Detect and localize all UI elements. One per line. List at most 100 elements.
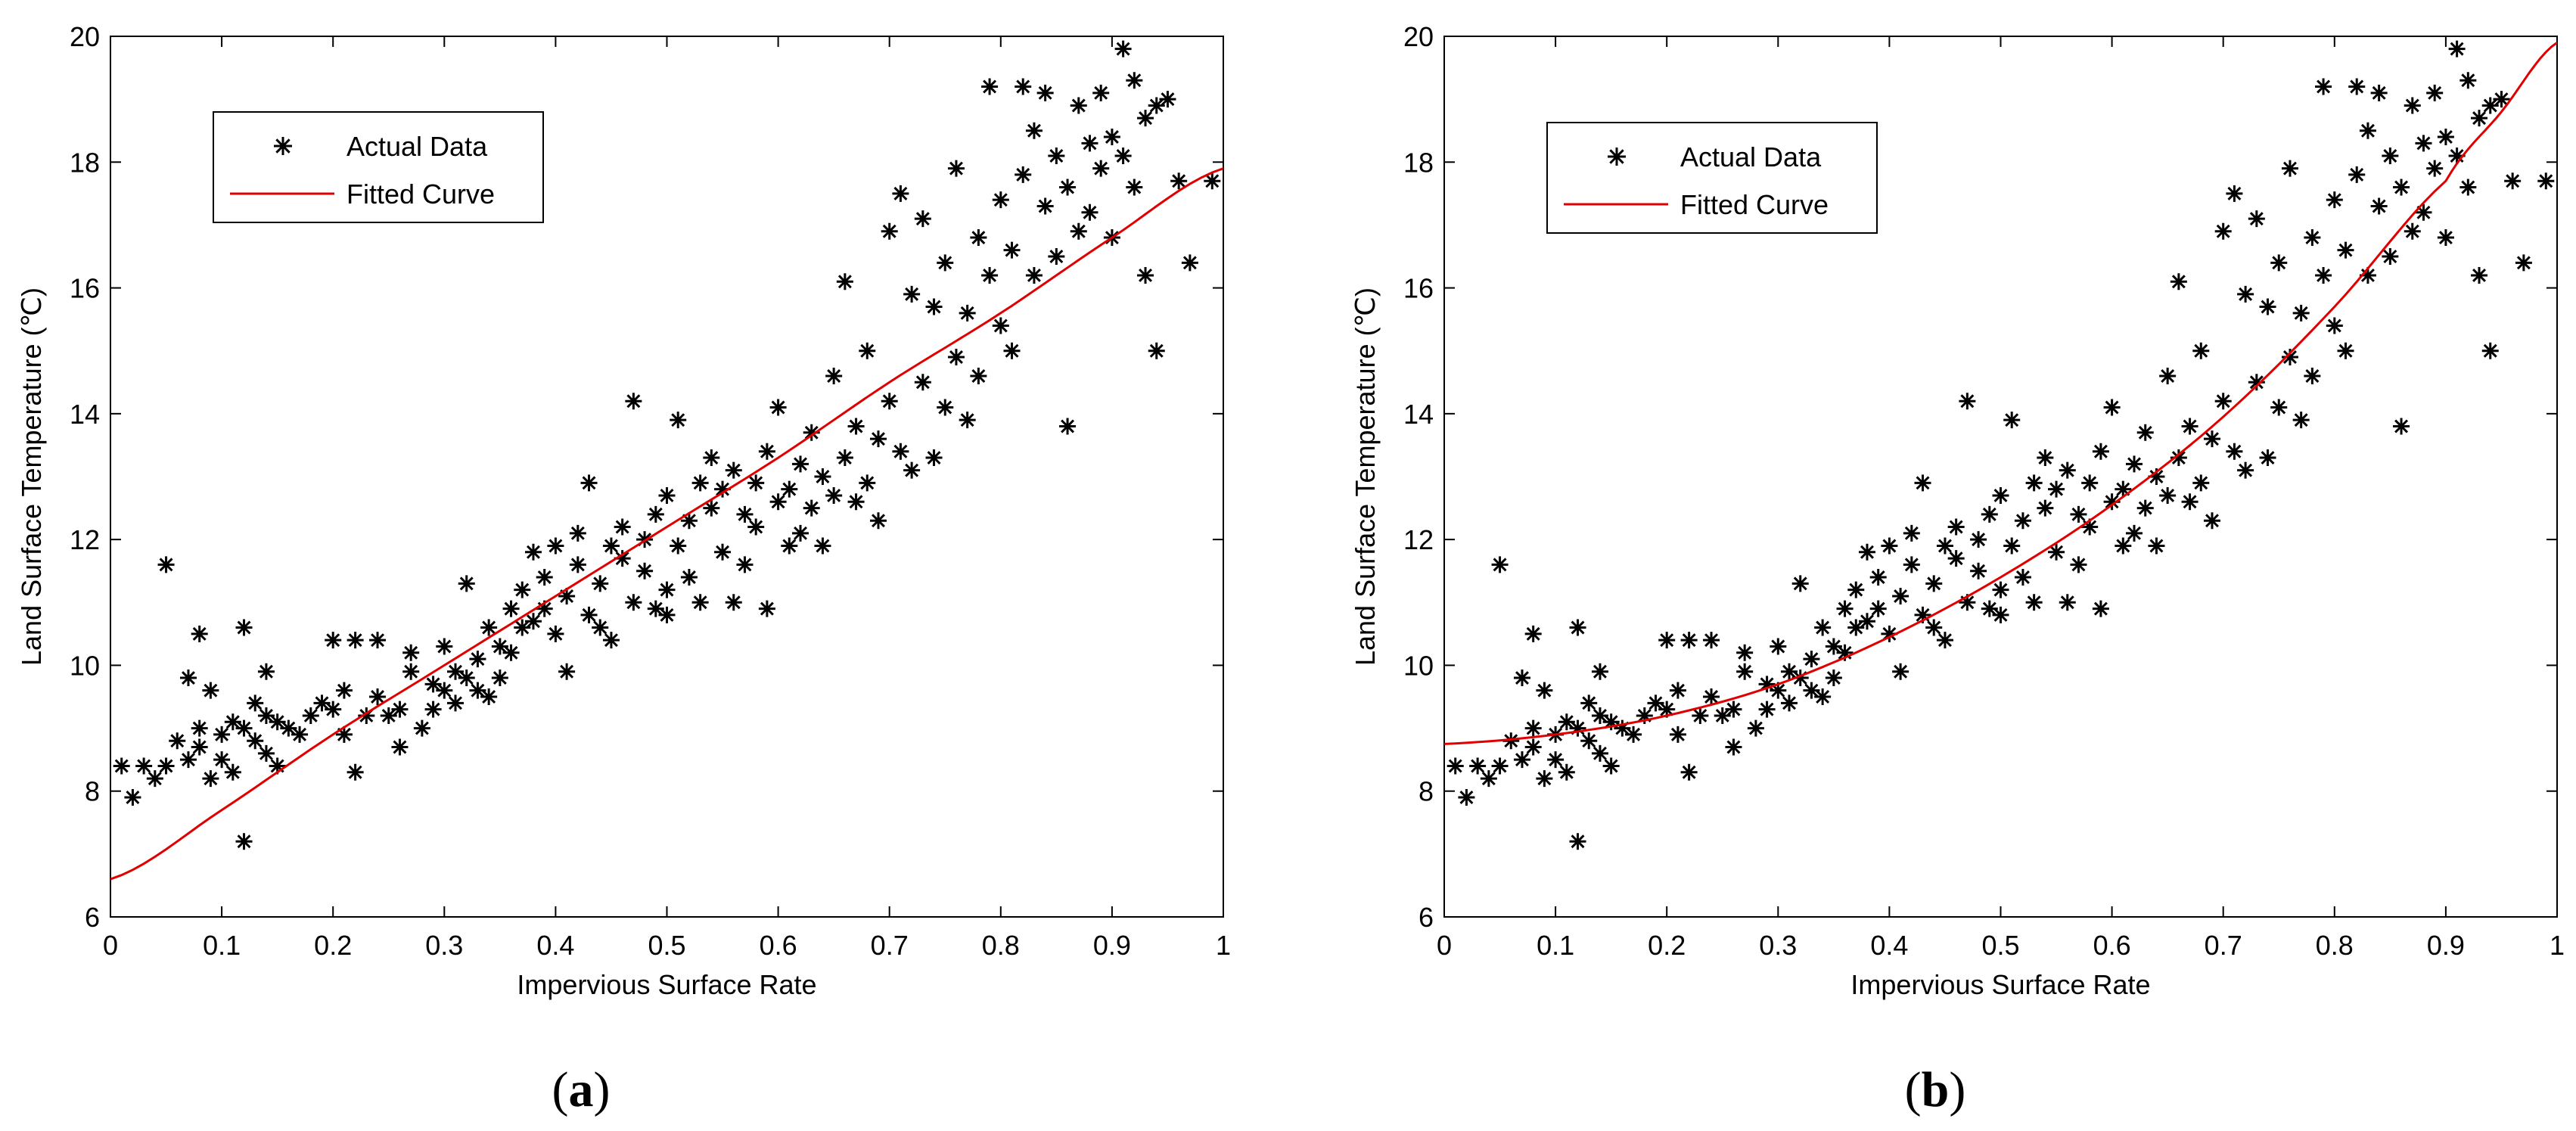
data-point [836, 273, 853, 291]
panel-b-chart: 0 0.1 0.2 0.3 0.4 0.5 0.6 0.7 0.8 0.9 168101214161… [1350, 21, 2565, 1117]
x-tick-label: 0.8 [982, 930, 1020, 961]
fitted-curve-line [1444, 42, 2557, 745]
data-point [847, 493, 865, 511]
data-point [914, 374, 931, 391]
data-point [2504, 172, 2522, 190]
data-point [2481, 342, 2499, 359]
plot-marks [1444, 40, 2557, 850]
data-point [1502, 732, 1520, 750]
data-point [436, 682, 453, 699]
x-tick-label: 0.2 [314, 930, 352, 961]
data-point [1048, 147, 1065, 164]
data-point [792, 455, 809, 473]
data-point [1059, 418, 1077, 435]
data-point [2393, 418, 2410, 435]
data-point [325, 632, 342, 649]
data-point [937, 399, 954, 416]
data-point [2081, 518, 2099, 536]
data-point [869, 430, 887, 448]
data-point [714, 543, 732, 561]
data-point [1602, 757, 1620, 775]
data-point [1204, 172, 1221, 190]
data-point [1947, 550, 1965, 567]
data-point [391, 738, 409, 756]
data-point [1925, 575, 1943, 592]
data-point [346, 763, 364, 781]
data-point [1881, 625, 1898, 642]
legend: Actual Data Fitted Curve [1546, 122, 1878, 234]
data-point [602, 632, 620, 649]
y-tick-label: 12 [70, 524, 100, 555]
data-point [1513, 670, 1530, 687]
x-tick-label: 0.1 [203, 930, 241, 961]
data-point [1524, 738, 1542, 756]
data-point [1970, 531, 1987, 548]
data-point [647, 505, 664, 523]
data-point [1170, 172, 1188, 190]
data-point [1602, 713, 1620, 731]
data-point [1858, 613, 1875, 630]
data-point [2459, 179, 2477, 196]
data-point [2070, 556, 2087, 573]
data-point [502, 600, 520, 617]
data-point [1536, 682, 1553, 699]
data-point [369, 688, 387, 705]
x-tick-label: 0.6 [2093, 930, 2131, 961]
data-point [2281, 160, 2298, 177]
data-point [2037, 449, 2054, 467]
legend-label-fitted: Fitted Curve [1680, 189, 1829, 220]
data-point [2203, 512, 2220, 530]
data-point [1614, 719, 1631, 737]
data-point [1569, 719, 1586, 737]
data-point [2493, 91, 2510, 108]
data-point [1869, 600, 1887, 617]
data-point [2025, 474, 2043, 492]
data-point [747, 474, 765, 492]
data-point [814, 537, 831, 555]
legend-label-fitted: Fitted Curve [346, 179, 495, 210]
data-point [670, 537, 687, 555]
data-point [1703, 632, 1720, 649]
y-axis-label: Land Surface Temperature (℃) [16, 287, 47, 666]
data-point [1836, 600, 1854, 617]
data-point [1569, 619, 1586, 636]
caption-letter: b [1922, 1062, 1950, 1117]
data-point [280, 719, 297, 737]
data-point [1947, 518, 1965, 536]
data-point [758, 443, 775, 460]
data-point [1970, 562, 1987, 579]
data-point [1680, 632, 1698, 649]
data-point [2382, 248, 2399, 265]
data-point [2115, 480, 2132, 498]
data-point [803, 424, 820, 441]
data-point [2448, 147, 2466, 164]
y-tick-label: 16 [1403, 273, 1434, 304]
data-point [1725, 701, 1742, 718]
data-point [235, 833, 253, 850]
data-point [1636, 707, 1653, 724]
data-point [524, 613, 542, 630]
data-point [2270, 399, 2288, 416]
data-point [380, 707, 397, 724]
data-point [458, 575, 475, 592]
data-point [1770, 638, 1787, 655]
data-point [235, 619, 253, 636]
data-point [1536, 770, 1553, 788]
data-point [424, 701, 442, 718]
data-point [1814, 688, 1832, 705]
data-point [558, 587, 576, 604]
data-point [2393, 179, 2410, 196]
data-point [202, 682, 219, 699]
data-point [1914, 474, 1931, 492]
data-point [1059, 179, 1077, 196]
data-point [2337, 342, 2354, 359]
y-tick-label: 14 [70, 399, 100, 430]
data-point [2370, 84, 2388, 101]
data-point [2126, 524, 2143, 542]
data-point [179, 751, 197, 769]
x-tick-label: 0.7 [871, 930, 909, 961]
data-point [2192, 474, 2210, 492]
data-point [2437, 229, 2454, 247]
data-point [2415, 204, 2432, 221]
data-point [981, 266, 999, 284]
